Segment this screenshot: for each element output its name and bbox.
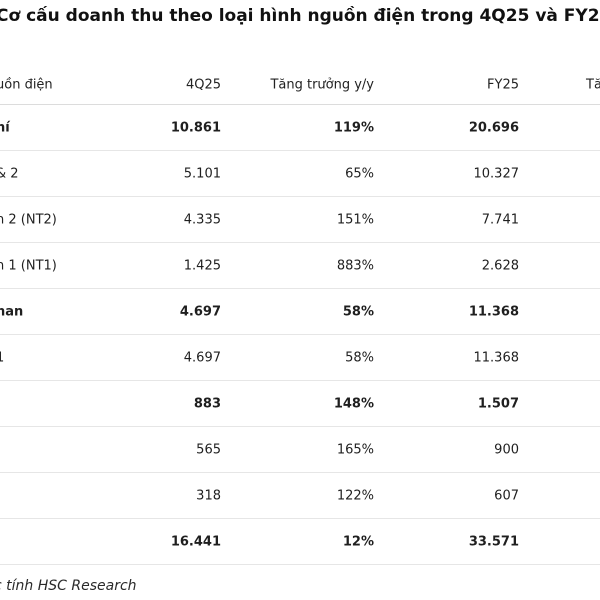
source-note: c tính HSC Research [0,578,137,594]
table-row: 883 148% 1.507 [0,381,600,427]
row-growth-4q25: 122% [336,488,374,503]
row-growth-4q25: 58% [342,304,374,319]
row-fy25: 10.327 [473,166,520,181]
row-growth-4q25: 151% [336,212,374,227]
table-row: han 4.697 58% 11.368 [0,289,600,335]
row-fy25: 20.696 [468,120,519,135]
row-4q25: 318 [196,488,221,503]
row-4q25: 883 [193,396,221,411]
row-name: hí [0,120,10,135]
row-4q25: 1.425 [183,258,221,273]
row-name: & 2 [0,166,19,181]
row-growth-4q25: 12% [342,534,374,549]
row-growth-4q25: 165% [336,442,374,457]
row-growth-4q25: 119% [333,120,374,135]
row-fy25: 11.368 [473,350,520,365]
table-row: & 2 5.101 65% 10.327 [0,151,600,197]
table-title-text: Cơ cấu doanh thu theo loại hình nguồn đi… [0,6,600,26]
table-row: hí 10.861 119% 20.696 [0,105,600,151]
row-fy25: 607 [494,488,519,503]
row-growth-4q25: 148% [333,396,374,411]
header-growth-4q25: Tăng trưởng y/y [270,77,374,93]
row-name: 1 [0,350,5,365]
row-name: h 2 (NT2) [0,212,57,227]
table-row: h 1 (NT1) 1.425 883% 2.628 [0,243,600,289]
table-row: 318 122% 607 [0,473,600,519]
revenue-table: uồn điện 4Q25 Tăng trưởng y/y FY25 Tă hí… [0,66,600,565]
row-fy25: 7.741 [481,212,519,227]
row-4q25: 10.861 [170,120,221,135]
row-4q25: 16.441 [170,534,221,549]
table-row: h 2 (NT2) 4.335 151% 7.741 [0,197,600,243]
table-header-row: uồn điện 4Q25 Tăng trưởng y/y FY25 Tă [0,66,600,105]
row-fy25: 33.571 [468,534,519,549]
row-growth-4q25: 883% [336,258,374,273]
table-title: Cơ cấu doanh thu theo loại hình nguồn đi… [0,6,600,26]
table-body: hí 10.861 119% 20.696 & 2 5.101 65% 10.327 h 2 (… [0,105,600,565]
row-fy25: 900 [494,442,519,457]
row-4q25: 5.101 [183,166,221,181]
row-4q25: 565 [196,442,221,457]
header-4q25: 4Q25 [185,77,221,93]
row-fy25: 2.628 [481,258,519,273]
header-source: uồn điện [0,77,53,93]
row-name: h 1 (NT1) [0,258,57,273]
header-growth-fy25: Tă [586,77,600,93]
table-row: 565 165% 900 [0,427,600,473]
row-growth-4q25: 65% [345,166,374,181]
row-name: han [0,304,24,319]
row-4q25: 4.697 [179,304,221,319]
table-row: 1 4.697 58% 11.368 [0,335,600,381]
header-fy25: FY25 [487,77,519,93]
row-4q25: 4.697 [183,350,221,365]
row-4q25: 4.335 [183,212,221,227]
table-row: 16.441 12% 33.571 [0,519,600,565]
row-fy25: 11.368 [468,304,519,319]
row-fy25: 1.507 [477,396,519,411]
row-growth-4q25: 58% [345,350,374,365]
